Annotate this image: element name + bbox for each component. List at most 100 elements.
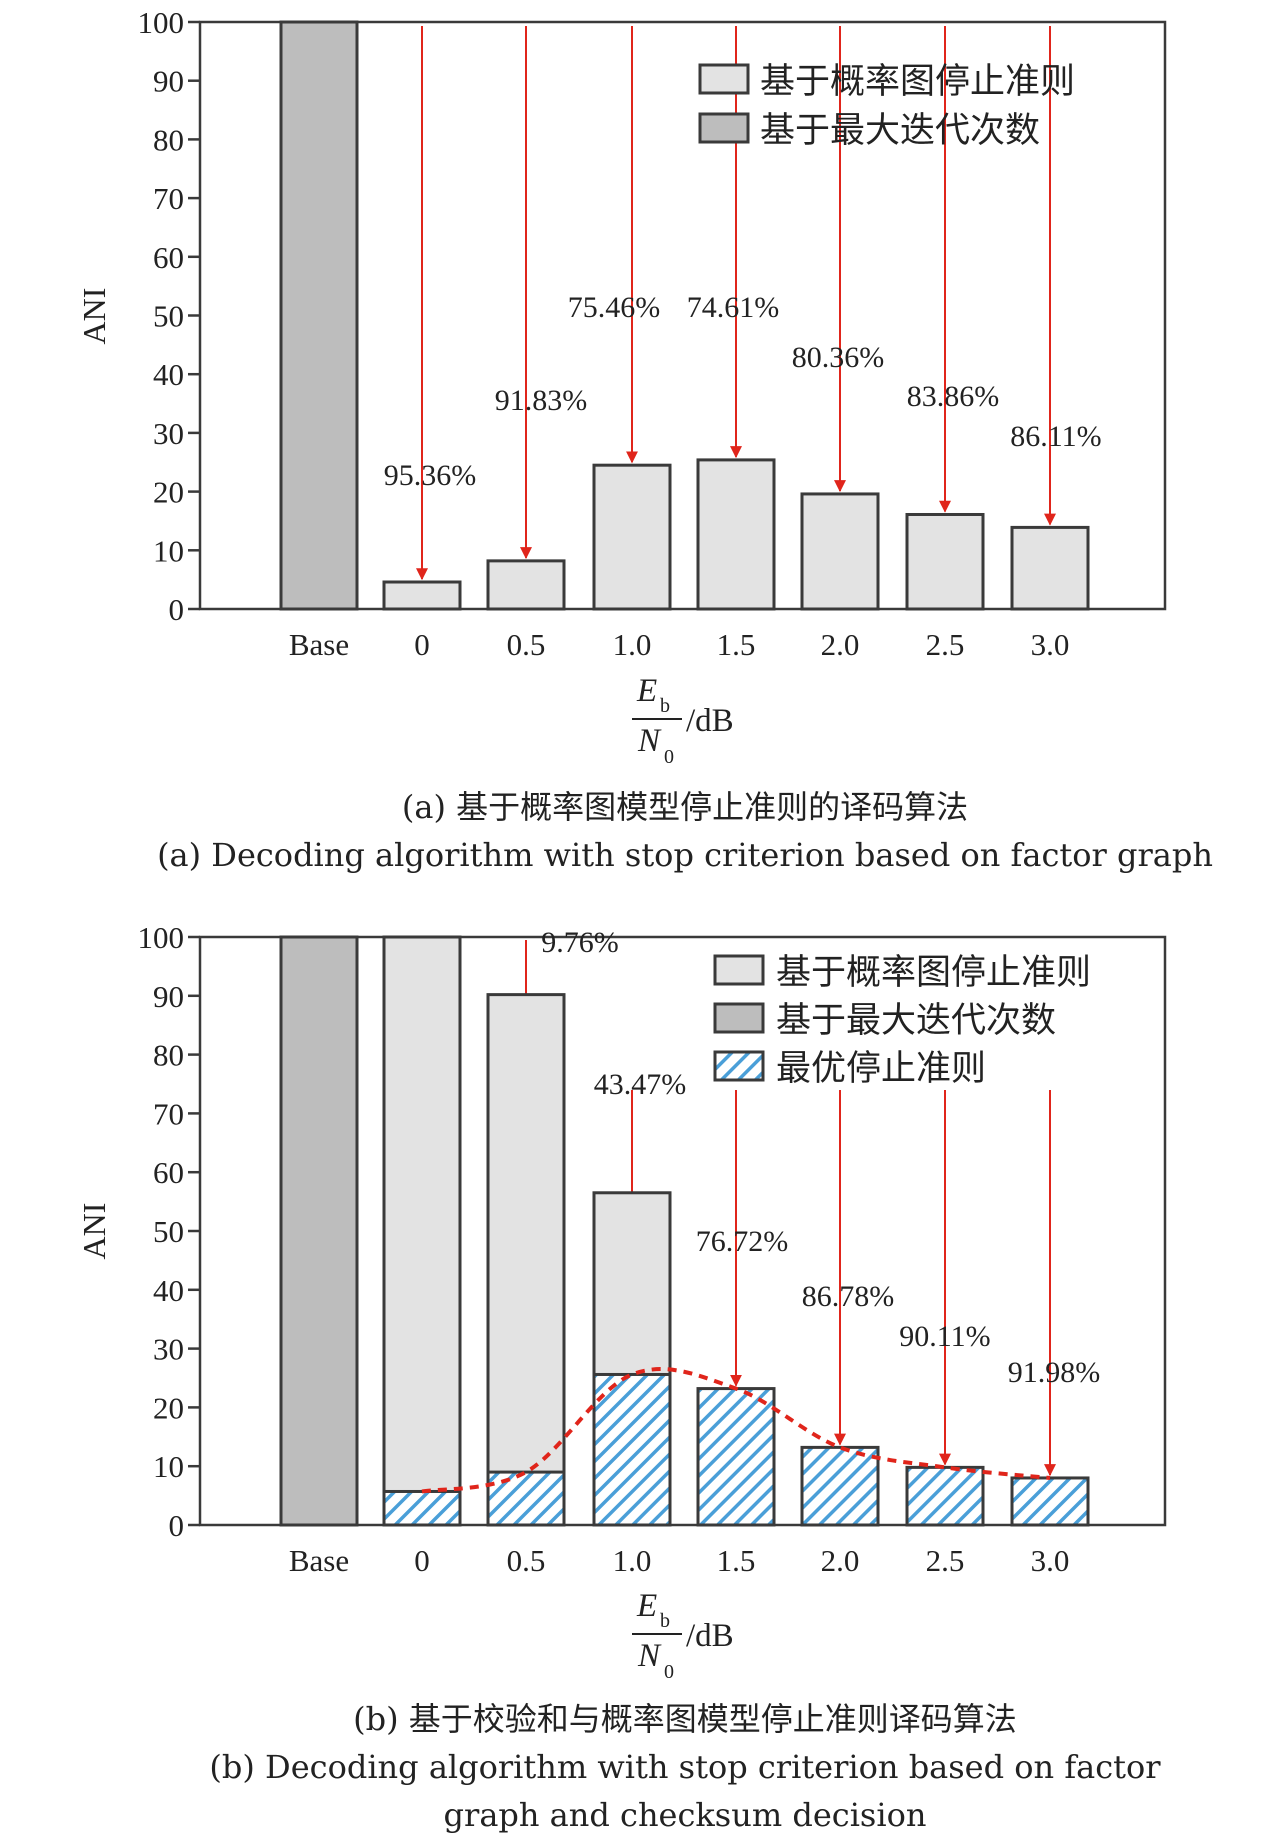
- xlabel-b-den-sub: 0: [664, 1661, 674, 1683]
- xlabel-a-den: N: [637, 723, 662, 759]
- reduction-label: 75.46%: [568, 291, 661, 324]
- y-tick-label: 90: [153, 64, 184, 99]
- bar-max-iter: [279, 935, 359, 1527]
- y-tick-label: 0: [169, 592, 185, 627]
- y-tick-label: 50: [153, 299, 184, 334]
- y-tick-label: 90: [153, 979, 184, 1014]
- plot-frame-a: [198, 20, 1167, 611]
- y-tick-label: 100: [138, 5, 185, 40]
- xlabel-b-den: N: [637, 1638, 662, 1674]
- bars-a: [279, 20, 1090, 611]
- y-tick-label: 30: [153, 1332, 184, 1367]
- x-tick-label: 1.0: [613, 627, 652, 662]
- x-tick-label: Base: [289, 627, 349, 662]
- chart-a: 0 10 20 30 40 50 60 70 80 90 100 Base 0 0.5 1.0 1.5 2.0…: [76, 5, 1167, 768]
- legend-a-label-maxiter: 基于最大迭代次数: [760, 111, 1040, 151]
- legend-a-swatch-probability: [698, 63, 750, 95]
- reduction-label: 76.72%: [696, 1225, 789, 1258]
- y-tick-label: 50: [153, 1214, 184, 1249]
- reduction-label: 43.47%: [594, 1068, 687, 1101]
- y-tick-label: 20: [153, 1390, 184, 1425]
- x-tick-label: 0: [414, 627, 430, 662]
- y-tick-label: 70: [153, 1096, 184, 1131]
- xlabel-a-den-sub: 0: [664, 746, 674, 768]
- reduction-label: 90.11%: [899, 1320, 990, 1353]
- x-tick-label: 1.5: [717, 1543, 756, 1578]
- x-tick-label: 3.0: [1031, 1543, 1070, 1578]
- x-ticks-a: Base 0 0.5 1.0 1.5 2.0 2.5 3.0: [289, 627, 1070, 662]
- bar-optimal: [1010, 1476, 1090, 1527]
- bar-optimal: [486, 1470, 566, 1527]
- bar-probability: [1010, 525, 1090, 611]
- x-tick-label: 2.0: [821, 1543, 860, 1578]
- x-tick-label: 0.5: [507, 1543, 546, 1578]
- annotations-a: 95.36% 91.83% 75.46% 74.61% 80.36% 83.86% 86.1…: [384, 291, 1102, 492]
- legend-b-label-maxiter: 基于最大迭代次数: [776, 1001, 1056, 1041]
- reduction-label: 86.78%: [802, 1280, 895, 1313]
- y-tick-label: 40: [153, 1273, 184, 1308]
- legend-a-swatch-maxiter: [698, 112, 750, 144]
- xlabel-b-num-sub: b: [660, 1610, 670, 1632]
- y-tick-label: 40: [153, 357, 184, 392]
- caption-b-en-line2: graph and checksum decision: [444, 1796, 927, 1834]
- bar-optimal: [592, 1372, 672, 1527]
- x-tick-label: 2.0: [821, 627, 860, 662]
- y-tick-label: 60: [153, 240, 184, 275]
- bar-probability: [486, 993, 566, 1527]
- legend-b-swatch-optimal: [713, 1050, 765, 1082]
- reduction-label: 9.76%: [541, 926, 619, 959]
- legend-a-label-probability: 基于概率图停止准则: [760, 62, 1075, 102]
- ylabel-b: ANI: [76, 1203, 112, 1260]
- legend-b-swatch-maxiter: [713, 1002, 765, 1034]
- ylabel-a: ANI: [76, 288, 112, 345]
- legend-b-swatch-probability: [713, 954, 765, 986]
- bar-probability: [382, 935, 462, 1527]
- y-axis-a: 0 10 20 30 40 50 60 70 80 90 100: [138, 5, 200, 627]
- xlabel-b-num: E: [636, 1588, 657, 1624]
- caption-b-cn: (b) 基于校验和与概率图模型停止准则译码算法: [353, 1700, 1017, 1738]
- arrows-a: [416, 26, 1056, 581]
- legend-a: 基于概率图停止准则 基于最大迭代次数: [698, 62, 1075, 151]
- legend-b: 基于概率图停止准则 基于最大迭代次数 最优停止准则: [713, 953, 1091, 1089]
- bar-optimal: [382, 1489, 462, 1527]
- y-tick-label: 70: [153, 181, 184, 216]
- y-tick-label: 10: [153, 1449, 184, 1484]
- y-tick-label: 80: [153, 1038, 184, 1073]
- bar-probability: [486, 559, 566, 611]
- trend-curve-b: [421, 1367, 1051, 1494]
- reduction-label: 86.11%: [1010, 420, 1101, 453]
- bar-optimal: [800, 1445, 880, 1527]
- legend-b-label-probability: 基于概率图停止准则: [776, 953, 1091, 993]
- y-tick-label: 60: [153, 1155, 184, 1190]
- caption-a-en: (a) Decoding algorithm with stop criteri…: [157, 836, 1213, 874]
- xlabel-a-num-sub: b: [660, 695, 670, 717]
- bar-probability: [800, 492, 880, 611]
- bar-optimal: [905, 1465, 985, 1527]
- reduction-label: 83.86%: [907, 380, 1000, 413]
- caption-a-cn: (a) 基于概率图模型停止准则的译码算法: [402, 788, 968, 826]
- xlabel-b-unit: /dB: [686, 1618, 734, 1654]
- x-tick-label: 0: [414, 1543, 430, 1578]
- x-tick-label: 1.5: [717, 627, 756, 662]
- x-tick-label: 1.0: [613, 1543, 652, 1578]
- x-tick-label: 3.0: [1031, 627, 1070, 662]
- y-tick-label: 100: [138, 920, 185, 955]
- xlabel-b: E b N 0 /dB: [632, 1588, 734, 1683]
- reduction-label: 91.83%: [495, 384, 588, 417]
- y-tick-label: 20: [153, 475, 184, 510]
- y-tick-label: 80: [153, 122, 184, 157]
- x-ticks-b: Base 0 0.5 1.0 1.5 2.0 2.5 3.0: [289, 1543, 1070, 1578]
- x-tick-label: Base: [289, 1543, 349, 1578]
- x-tick-label: 0.5: [507, 627, 546, 662]
- reduction-label: 80.36%: [792, 341, 885, 374]
- caption-b-en-line1: (b) Decoding algorithm with stop criteri…: [209, 1748, 1161, 1786]
- bar-probability: [592, 463, 672, 611]
- y-tick-label: 0: [169, 1508, 185, 1543]
- xlabel-a: E b N 0 /dB: [632, 673, 734, 768]
- bar-optimal: [696, 1387, 776, 1527]
- y-tick-label: 10: [153, 533, 184, 568]
- reduction-label: 91.98%: [1008, 1356, 1101, 1389]
- xlabel-a-num: E: [636, 673, 657, 709]
- bar-max-iter: [279, 20, 359, 611]
